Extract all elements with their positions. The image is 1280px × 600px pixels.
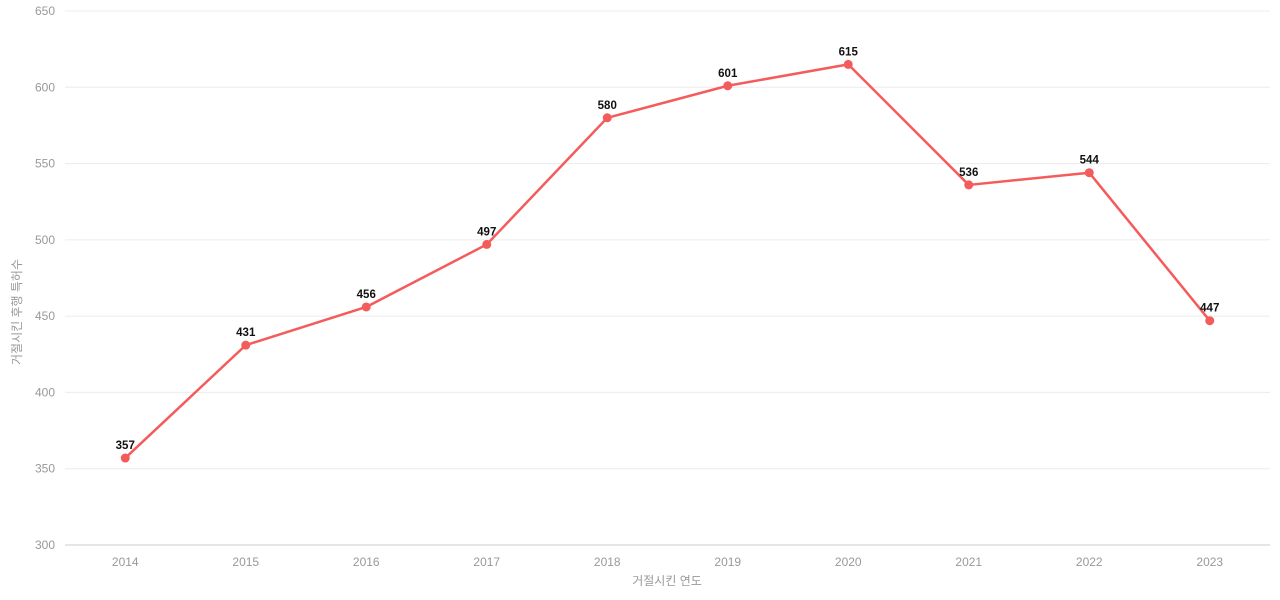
y-tick-label: 600 — [35, 80, 55, 94]
data-point[interactable] — [964, 180, 974, 190]
y-tick-label: 400 — [35, 385, 55, 399]
x-tick-label: 2019 — [714, 555, 741, 569]
y-axis-ticks-group: 300 350 400 450 500 550 600 650 — [35, 4, 55, 552]
x-tick-label: 2017 — [473, 555, 500, 569]
data-point-label: 536 — [959, 167, 978, 179]
x-axis-ticks-group: 2014 2015 2016 2017 2018 2019 2020 2021 2022 2023 — [112, 555, 1224, 569]
data-point-label: 497 — [477, 226, 496, 238]
data-point[interactable] — [602, 113, 612, 123]
data-point-label: 431 — [236, 327, 256, 339]
x-tick-label: 2021 — [955, 555, 982, 569]
x-tick-label: 2015 — [232, 555, 259, 569]
data-point[interactable] — [120, 453, 130, 463]
data-point-label: 357 — [116, 440, 135, 452]
data-point-label: 544 — [1080, 155, 1100, 167]
series-line — [124, 63, 1211, 460]
y-tick-label: 650 — [35, 4, 55, 18]
x-tick-label: 2020 — [835, 555, 862, 569]
y-tick-label: 350 — [35, 462, 55, 476]
x-tick-label: 2018 — [594, 555, 621, 569]
data-point[interactable] — [1205, 316, 1215, 326]
series-group: 357 431 456 497 580 601 615 536 544 447 — [116, 46, 1219, 463]
data-point[interactable] — [1084, 168, 1094, 178]
y-tick-label: 500 — [35, 233, 55, 247]
x-tick-label: 2022 — [1076, 555, 1103, 569]
data-point-label: 615 — [839, 46, 859, 58]
y-tick-label: 300 — [35, 538, 55, 552]
data-point[interactable] — [361, 302, 371, 312]
data-point-label: 580 — [598, 100, 617, 112]
data-point[interactable] — [723, 81, 733, 91]
data-point[interactable] — [241, 340, 251, 350]
y-axis-title: 거절시킨 후행 특허수 — [9, 259, 24, 365]
x-tick-label: 2016 — [353, 555, 380, 569]
y-tick-label: 550 — [35, 157, 55, 171]
data-point-label: 447 — [1200, 303, 1219, 315]
data-point-label: 601 — [718, 68, 738, 80]
data-point[interactable] — [843, 59, 853, 69]
gridlines-group — [65, 10, 1270, 546]
x-axis-title: 거절시킨 연도 — [632, 574, 702, 588]
data-point[interactable] — [482, 239, 492, 249]
x-tick-label: 2014 — [112, 555, 139, 569]
x-tick-label: 2023 — [1196, 555, 1223, 569]
data-point-label: 456 — [357, 289, 376, 301]
y-tick-label: 450 — [35, 309, 55, 323]
